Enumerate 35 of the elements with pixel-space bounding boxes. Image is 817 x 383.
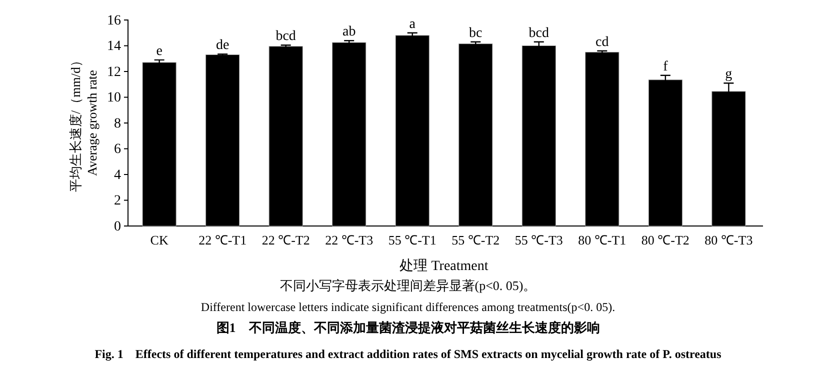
annotation: de [216, 38, 230, 54]
annotation: e [156, 44, 162, 59]
y-tick-label: 14 [107, 39, 121, 54]
annotation: ab [342, 24, 356, 40]
text: 不同小写字母表示处理间差异显著(p<0. 05)。 [280, 278, 536, 293]
x-tick-label: 55 ℃-T3 [514, 232, 563, 248]
x-tick-label: 55 ℃-T1 [388, 232, 436, 248]
annotation: bcd [276, 29, 296, 44]
x-tick-label: 22 ℃-T1 [198, 232, 247, 248]
annotation: f [663, 59, 668, 74]
x-tick-label: CK [150, 232, 169, 248]
y-axis-title: 平均生长速度/（mm/d） Average growth rate [68, 54, 100, 192]
y-tick-label: 10 [107, 90, 121, 106]
annotation: bcd [528, 26, 550, 41]
y-tick-label: 6 [114, 142, 121, 158]
x-tick-label: 22 ℃-T2 [262, 232, 310, 248]
y-tick-label: 2 [114, 194, 121, 209]
y-tick-label: 8 [114, 116, 121, 132]
annotation: bc [469, 26, 482, 41]
y-tick-label: 0 [114, 219, 121, 234]
x-tick-label: 80 ℃-T3 [704, 232, 753, 248]
y-tick-label: 4 [114, 168, 121, 183]
x-axis-title: 处理 Treatment [400, 258, 488, 274]
x-tick-label: 80 ℃-T2 [641, 232, 690, 248]
caption: 图1 不同温度、不同添加量菌渣浸提液对平菇菌丝生长速度的影响 [216, 320, 600, 335]
caption: Fig. 1 Effects of different temperatures and extract addition rates of SMS extracts on mycelial growth rate of P. ostreatus [94, 347, 722, 361]
y-tick-label: 12 [107, 64, 121, 80]
text: Different lowercase letters indicate significant differences among treatments(p<0. 05). [200, 300, 616, 314]
annotation: cd [596, 34, 609, 50]
x-tick-label: 80 ℃-T1 [578, 232, 626, 248]
x-tick-label: 22 ℃-T3 [325, 232, 374, 248]
annotation: a [409, 16, 416, 32]
x-tick-label: 55 ℃-T2 [452, 232, 500, 248]
annotation: g [725, 67, 732, 82]
y-tick-label: 16 [107, 13, 121, 28]
